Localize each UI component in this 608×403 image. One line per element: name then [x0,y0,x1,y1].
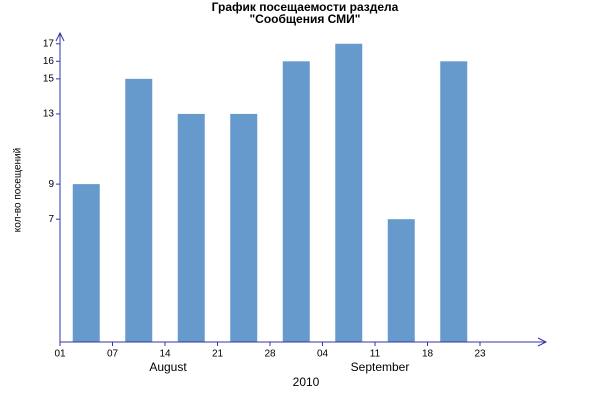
x-tick-label: 23 [474,349,486,360]
x-tick-label: 21 [212,349,224,360]
x-axis-label: 2010 [293,375,320,389]
y-tick-label: 13 [43,109,55,120]
bar [230,113,258,342]
x-tick-label: 14 [159,349,171,360]
x-tick-label: 18 [422,349,434,360]
month-label: August [149,360,187,374]
y-tick-label: 17 [43,38,55,49]
bar [177,113,205,342]
bar [282,61,310,343]
y-tick-label: 7 [48,214,54,225]
y-tick-label: 16 [43,56,55,67]
bar [387,219,415,342]
bar [440,61,468,343]
x-tick-label: 07 [107,349,119,360]
chart-title: График посещаемости раздела [212,0,399,14]
bar [125,78,153,342]
bar [335,43,363,343]
month-label: September [351,360,410,374]
x-tick-label: 11 [370,349,381,360]
bar [72,184,100,342]
y-tick-label: 15 [43,73,55,84]
x-tick-label: 01 [54,349,66,360]
y-axis-arrow [55,31,65,42]
y-tick-label: 9 [48,179,54,190]
x-axis-arrow [537,337,548,347]
chart-title: "Сообщения СМИ" [249,12,360,26]
x-tick-label: 04 [317,349,329,360]
x-tick-label: 28 [264,349,276,360]
y-axis-label: кол-во посещений [13,148,24,232]
